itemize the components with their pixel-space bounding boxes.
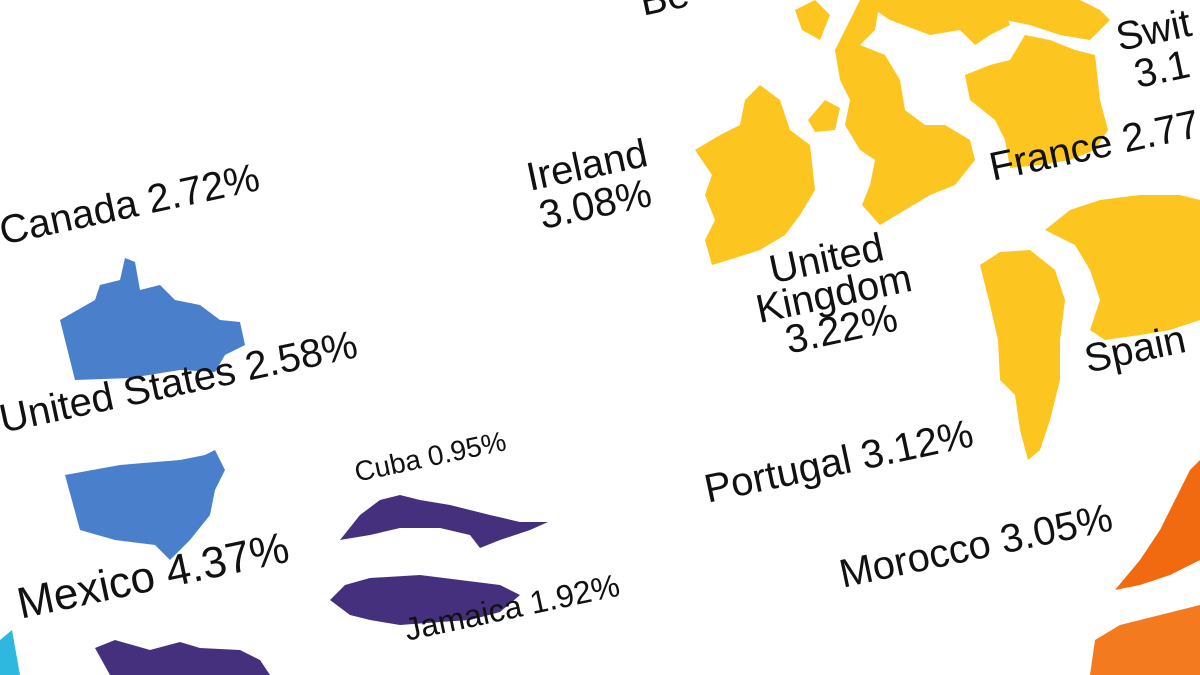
spain-shape	[1045, 195, 1200, 340]
jamaica-shape	[330, 575, 520, 625]
corner-accent	[0, 630, 20, 675]
africa-shape	[1090, 605, 1200, 675]
switzerland-shape	[1000, 0, 1110, 40]
france-shape	[965, 35, 1108, 168]
uk-shape	[835, 0, 975, 225]
ireland-shape	[695, 85, 815, 265]
morocco-shape	[1115, 460, 1200, 590]
canada-shape	[60, 258, 245, 380]
isle-shape	[808, 100, 840, 132]
cuba-shape	[340, 495, 548, 548]
northern-shape	[795, 0, 830, 40]
label-switzerland: Swit 3.1	[1112, 1, 1200, 97]
belgium-netherlands-shape	[860, 0, 1010, 45]
portugal-shape	[980, 250, 1065, 460]
mexico-shape	[95, 640, 270, 675]
united-states-shape	[65, 450, 225, 560]
